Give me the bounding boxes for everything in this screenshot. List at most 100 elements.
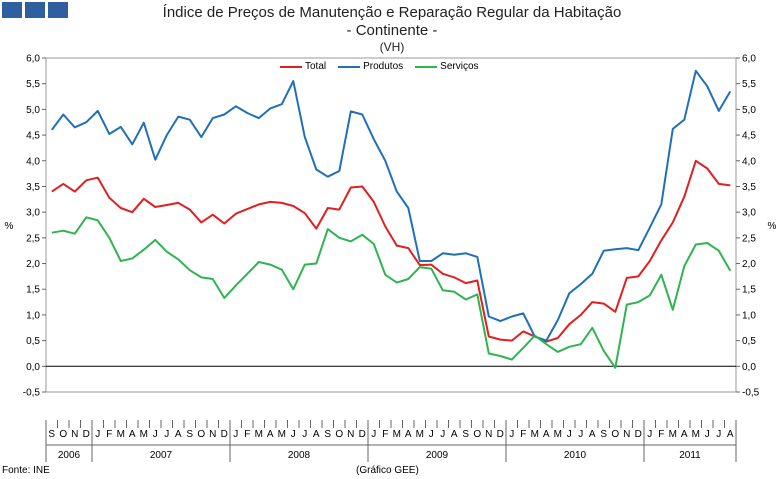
x-tick-label-month: J <box>440 429 445 440</box>
x-tick-label-month: O <box>59 429 67 440</box>
series-line-servicos <box>51 216 732 369</box>
x-tick-label-month: F <box>106 429 112 440</box>
x-tick-label-month: A <box>543 429 550 440</box>
x-tick-label-month: A <box>129 429 136 440</box>
chart-title: Índice de Preços de Manutenção e Reparaç… <box>162 4 622 21</box>
x-tick-label-month: F <box>382 429 388 440</box>
y-tick-label-left: 4,5 <box>26 131 40 142</box>
x-tick-label-month: M <box>416 429 424 440</box>
x-tick-label-month: D <box>635 429 642 440</box>
y-tick-label-right: 4,5 <box>742 131 756 142</box>
x-tick-label-month: A <box>405 429 412 440</box>
x-tick-label-year: 2008 <box>288 450 311 461</box>
x-tick-label-month: D <box>359 429 366 440</box>
y-tick-label-left: 1,0 <box>26 310 40 321</box>
x-tick-label-month: D <box>83 429 90 440</box>
y-tick-label-left: 3,0 <box>26 208 40 219</box>
x-tick-label-year: 2010 <box>564 450 587 461</box>
x-tick-label-month: N <box>623 429 630 440</box>
x-tick-label-month: M <box>140 429 148 440</box>
x-tick-label-month: F <box>520 429 526 440</box>
legend-label-servicos: Serviços <box>440 61 479 72</box>
plot-area <box>45 57 737 393</box>
x-tick-label-month: N <box>485 429 492 440</box>
legend-item-servicos: Serviços <box>415 61 479 72</box>
x-tick-label-month: D <box>221 429 228 440</box>
x-tick-label-month: M <box>278 429 286 440</box>
legend-swatch-total <box>280 65 302 68</box>
x-tick-label-month: M <box>554 429 562 440</box>
x-tick-label-month: S <box>462 429 469 440</box>
x-tick-label-year: 2006 <box>58 450 81 461</box>
y-tick-label-right: 2,5 <box>742 233 756 244</box>
y-tick-label-left: 2,5 <box>26 233 40 244</box>
x-tick-label-month: A <box>451 429 458 440</box>
y-tick-label-right: 3,5 <box>742 182 756 193</box>
series-line-produtos <box>50 69 732 342</box>
x-tick-label-month: J <box>233 429 238 440</box>
y-tick-label-right: 5,0 <box>742 105 756 116</box>
y-tick-label-right: 4,0 <box>742 156 756 167</box>
x-tick-label-month: J <box>509 429 514 440</box>
y-tick-label-left: 2,0 <box>26 259 40 270</box>
x-tick-label-month: J <box>153 429 158 440</box>
y-tick-label-right: 0,0 <box>742 362 756 373</box>
y-tick-label-right: 1,5 <box>742 285 756 296</box>
y-tick-label-right: 1,0 <box>742 310 756 321</box>
legend-swatch-produtos <box>338 65 361 68</box>
x-tick-label-month: J <box>429 429 434 440</box>
x-tick-label-month: O <box>197 429 205 440</box>
x-tick-label-month: A <box>175 429 182 440</box>
x-tick-label-year: 2007 <box>150 450 173 461</box>
x-tick-label-year: 2011 <box>679 450 701 461</box>
x-tick-label-month: J <box>716 429 721 440</box>
x-tick-label-month: A <box>267 429 274 440</box>
x-tick-label-month: A <box>589 429 596 440</box>
x-tick-label-month: M <box>393 429 401 440</box>
x-tick-label-month: N <box>71 429 78 440</box>
x-tick-label-month: J <box>95 429 100 440</box>
y-tick-label-left: 5,0 <box>26 105 40 116</box>
legend-label-total: Total <box>305 61 327 72</box>
y-tick-label-right: 0,5 <box>742 336 756 347</box>
chart-subtitle-unit: (VH) <box>379 40 405 54</box>
x-tick-label-month: A <box>313 429 320 440</box>
y-tick-label-left: 1,5 <box>26 285 40 296</box>
x-tick-label-month: D <box>497 429 504 440</box>
y-tick-label-left: -0,5 <box>23 388 41 399</box>
x-tick-label-month: J <box>567 429 572 440</box>
y-tick-label-left: 3,5 <box>26 182 40 193</box>
x-tick-label-month: A <box>727 429 734 440</box>
x-tick-label-month: F <box>244 429 250 440</box>
y-tick-label-right: 5,5 <box>742 79 756 90</box>
legend-item-total: Total <box>280 61 326 72</box>
x-tick-label-year: 2009 <box>426 450 449 461</box>
chart-note: (Gráfico GEE) <box>356 465 419 476</box>
x-tick-label-month: M <box>692 429 700 440</box>
y-tick-label-left: 0,0 <box>26 362 40 373</box>
x-tick-label-month: F <box>658 429 664 440</box>
x-tick-label-month: S <box>600 429 607 440</box>
x-tick-label-month: M <box>117 429 125 440</box>
y-tick-label-left: 5,5 <box>26 79 40 90</box>
legend-label-produtos: Produtos <box>363 61 404 72</box>
y-tick-label-right: -0,5 <box>742 388 760 399</box>
x-tick-label-month: J <box>647 429 652 440</box>
y-tick-label-right: 3,0 <box>742 208 756 219</box>
y-tick-label-right: 6,0 <box>742 54 756 65</box>
x-tick-label-month: O <box>473 429 481 440</box>
legend-swatch-servicos <box>415 65 438 68</box>
x-tick-label-month: M <box>531 429 539 440</box>
x-tick-label-month: J <box>371 429 376 440</box>
y-axis-label: % <box>5 221 14 232</box>
x-tick-label-month: O <box>611 429 619 440</box>
x-tick-label-month: M <box>669 429 677 440</box>
x-tick-label-month: O <box>335 429 343 440</box>
x-tick-label-month: S <box>324 429 331 440</box>
y-tick-label-right: 2,0 <box>742 259 756 270</box>
x-tick-label-month: S <box>186 429 193 440</box>
chart-legend: Total Produtos Serviços <box>280 61 479 72</box>
source-label: Fonte: INE <box>2 465 50 476</box>
legend-item-produtos: Produtos <box>338 61 403 72</box>
